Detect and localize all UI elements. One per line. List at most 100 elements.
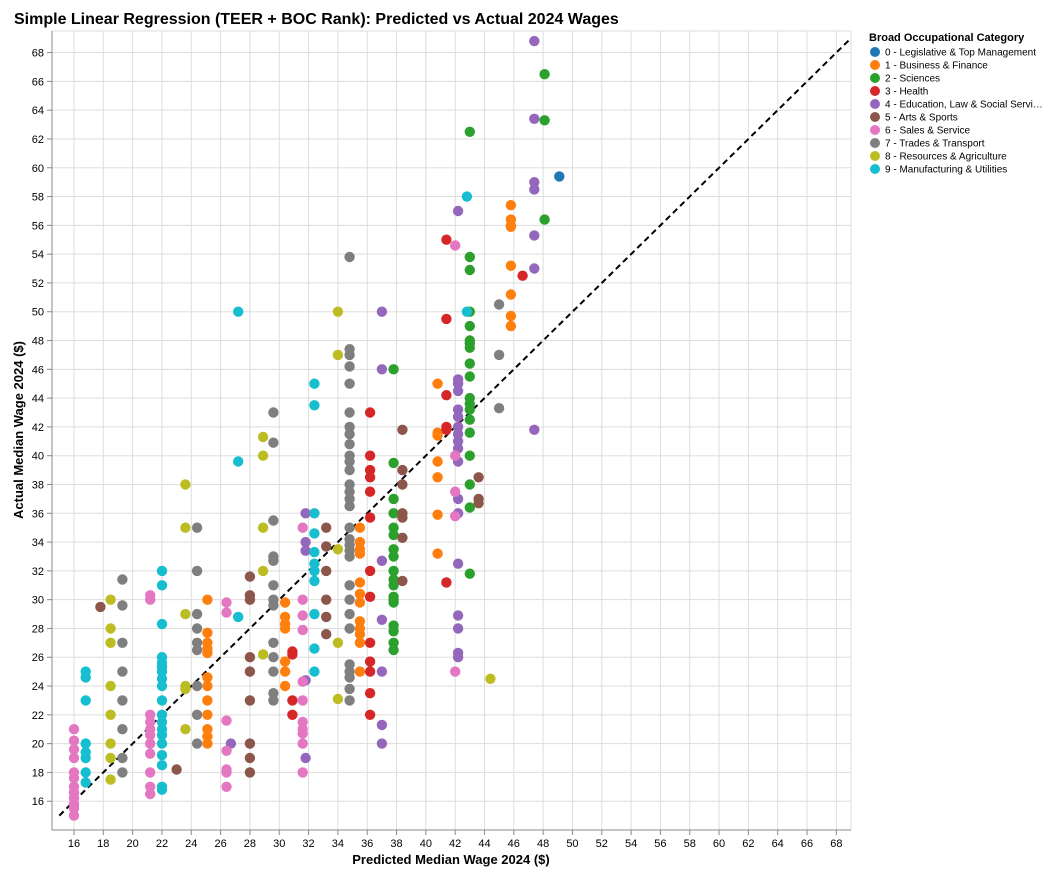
data-point bbox=[354, 522, 366, 533]
data-point bbox=[450, 240, 461, 251]
data-point bbox=[156, 716, 168, 728]
data-point bbox=[461, 191, 473, 202]
data-point bbox=[268, 555, 279, 566]
data-point bbox=[464, 251, 475, 263]
data-point bbox=[354, 666, 366, 677]
data-point bbox=[191, 680, 203, 692]
data-point bbox=[450, 486, 461, 497]
legend: Broad Occupational Category 0 - Legislat… bbox=[869, 32, 1043, 176]
data-point bbox=[105, 637, 116, 648]
data-point bbox=[464, 427, 475, 438]
data-point bbox=[268, 600, 279, 611]
y-tick-label: 64 bbox=[32, 105, 44, 117]
x-tick-label: 46 bbox=[508, 838, 520, 850]
data-point bbox=[364, 666, 376, 677]
data-point bbox=[432, 509, 443, 520]
data-point bbox=[268, 688, 279, 699]
data-point bbox=[464, 371, 475, 382]
x-tick-label: 32 bbox=[302, 838, 314, 850]
data-point bbox=[364, 688, 376, 699]
data-point bbox=[105, 709, 116, 720]
data-point bbox=[80, 672, 91, 683]
legend-swatch bbox=[870, 73, 880, 83]
x-tick-label: 36 bbox=[361, 838, 373, 850]
data-point bbox=[191, 709, 203, 720]
data-point bbox=[309, 575, 320, 587]
x-tick-label: 16 bbox=[68, 838, 80, 850]
data-point bbox=[354, 616, 366, 627]
data-point bbox=[539, 69, 550, 80]
data-point bbox=[156, 666, 168, 677]
data-point bbox=[505, 221, 517, 232]
data-point bbox=[202, 680, 213, 692]
data-point bbox=[364, 637, 376, 648]
legend-swatch bbox=[870, 138, 880, 148]
data-point bbox=[344, 456, 355, 467]
x-tick-label: 52 bbox=[596, 838, 608, 850]
data-point bbox=[117, 724, 128, 735]
data-point bbox=[354, 536, 366, 548]
data-point bbox=[344, 695, 355, 706]
y-tick-label: 16 bbox=[32, 796, 44, 808]
data-point bbox=[117, 637, 128, 648]
data-point bbox=[244, 738, 256, 749]
data-point bbox=[244, 652, 256, 663]
data-point bbox=[388, 457, 399, 469]
data-point bbox=[344, 500, 355, 512]
data-point bbox=[432, 430, 443, 441]
data-point bbox=[364, 472, 376, 483]
data-point bbox=[297, 767, 308, 778]
data-point bbox=[145, 716, 156, 728]
data-point bbox=[300, 508, 311, 519]
data-point bbox=[354, 588, 366, 600]
data-point bbox=[364, 407, 376, 418]
data-point bbox=[202, 647, 213, 659]
x-tick-label: 22 bbox=[156, 838, 168, 850]
data-point bbox=[388, 597, 399, 608]
data-point bbox=[388, 565, 399, 577]
data-point bbox=[517, 270, 528, 281]
x-tick-label: 56 bbox=[654, 838, 666, 850]
y-tick-label: 26 bbox=[32, 652, 44, 664]
x-tick-label: 48 bbox=[537, 838, 549, 850]
data-point bbox=[364, 591, 376, 602]
data-point bbox=[117, 600, 128, 611]
data-point bbox=[105, 738, 116, 749]
x-tick-label: 44 bbox=[478, 838, 490, 850]
data-point bbox=[300, 536, 311, 548]
data-point bbox=[452, 558, 464, 569]
data-point bbox=[388, 580, 399, 591]
data-point bbox=[376, 306, 388, 317]
data-point bbox=[493, 299, 505, 310]
data-point bbox=[397, 575, 408, 587]
data-point bbox=[464, 320, 475, 332]
data-point bbox=[464, 342, 475, 353]
data-point bbox=[279, 611, 291, 623]
legend-label: 9 - Manufacturing & Utilities bbox=[885, 165, 1007, 176]
data-point bbox=[388, 637, 399, 648]
data-point bbox=[279, 680, 291, 692]
y-tick-label: 40 bbox=[32, 451, 44, 463]
data-point bbox=[171, 764, 182, 775]
data-point bbox=[376, 555, 388, 566]
data-point bbox=[202, 731, 213, 742]
data-point bbox=[191, 623, 203, 634]
x-tick-label: 18 bbox=[97, 838, 109, 850]
data-point bbox=[529, 230, 540, 241]
data-point bbox=[464, 502, 475, 513]
data-point bbox=[441, 390, 452, 401]
data-point bbox=[344, 464, 355, 476]
data-point bbox=[297, 728, 308, 739]
data-point bbox=[80, 695, 91, 706]
data-point bbox=[529, 35, 540, 47]
y-tick-label: 60 bbox=[32, 163, 44, 175]
data-point bbox=[376, 666, 388, 677]
data-point bbox=[156, 680, 168, 692]
x-tick-label: 50 bbox=[566, 838, 578, 850]
data-point bbox=[452, 385, 464, 397]
data-point bbox=[279, 656, 291, 667]
x-tick-label: 54 bbox=[625, 838, 637, 850]
data-point bbox=[505, 200, 517, 211]
data-point bbox=[529, 424, 540, 435]
legend-label: 8 - Resources & Agriculture bbox=[885, 152, 1007, 163]
